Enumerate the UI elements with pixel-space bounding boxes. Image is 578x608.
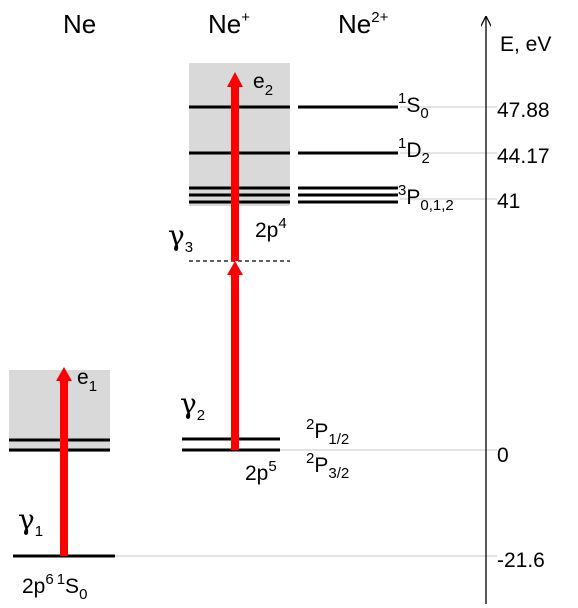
header-ne2plus: Ne2+: [338, 9, 389, 39]
state-label-3p: 3P0,1,2: [398, 182, 454, 214]
photon-label-gamma2: γ2: [180, 387, 205, 424]
axis-tick-minus-21-6: -21.6: [497, 549, 545, 572]
ne2plus-levels: [298, 105, 398, 204]
ne2plus-threshold-levels: [189, 105, 290, 204]
config-label-2p4: 2p4: [255, 215, 287, 242]
header-ne: Ne: [63, 9, 96, 39]
photon-arrows: [56, 72, 243, 556]
photon-label-gamma3: γ3: [168, 219, 193, 256]
electron-label-e2: e2: [253, 70, 273, 99]
arrow-gamma3: [227, 72, 243, 261]
state-label-2p-half: 2P1/2: [306, 416, 349, 448]
axis-tick-47-88: 47.88: [497, 99, 550, 122]
state-label-1d2: 1D2: [398, 135, 430, 167]
state-label-1s0: 1S0: [398, 90, 429, 122]
arrow-gamma2: [227, 261, 243, 450]
header-ne-plus: Ne+: [208, 9, 250, 39]
state-label-2p-three-half: 2P3/2: [306, 450, 349, 482]
axis-tick-41: 41: [497, 190, 520, 213]
photon-label-gamma1: γ1: [18, 503, 43, 540]
electron-label-e1: e1: [77, 366, 97, 395]
ne-continuum-box: [9, 370, 110, 452]
axis-tick-0: 0: [497, 444, 509, 467]
arrow-gamma1: [56, 367, 72, 556]
axis-tick-44-17: 44.17: [497, 145, 550, 168]
axis-label: E, eV: [500, 33, 551, 56]
config-label-ground: 2p6 1S0: [22, 571, 87, 603]
config-label-2p5: 2p5: [245, 458, 277, 485]
axis-guide-lines: [115, 106, 497, 557]
